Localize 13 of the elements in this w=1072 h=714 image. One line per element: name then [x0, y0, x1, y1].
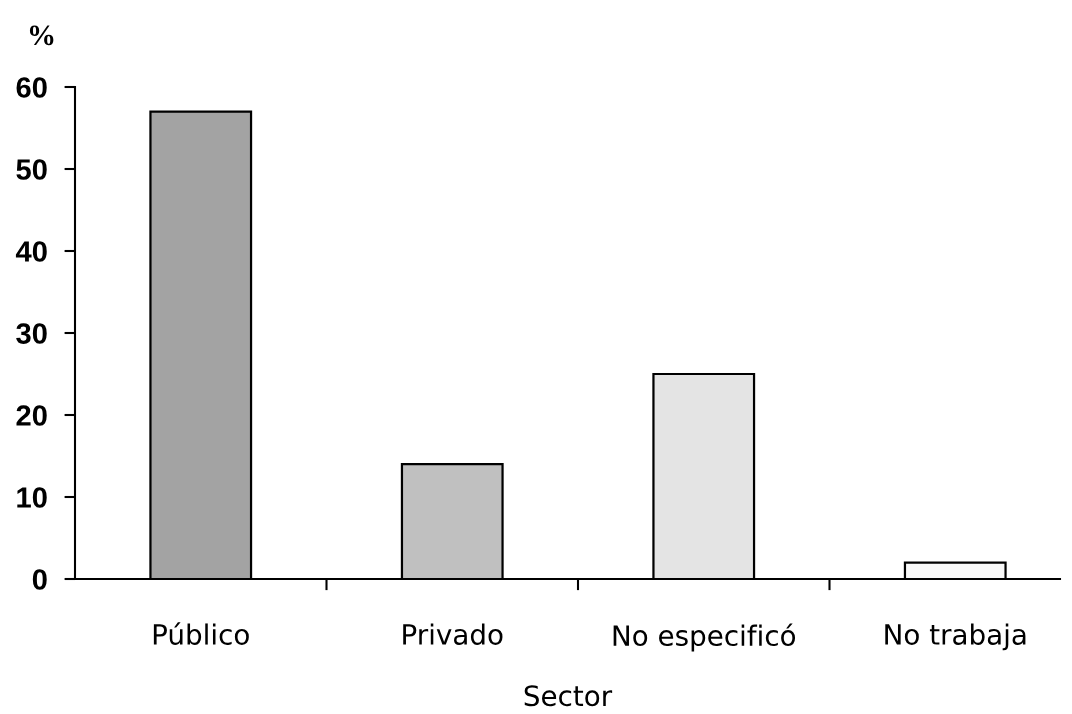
y-tick-label: 10 [17, 487, 47, 508]
x-axis-title: Sector [524, 685, 613, 707]
x-tick-label: Privado [403, 623, 503, 645]
y-tick-label: 40 [15, 241, 47, 262]
x-tick-label: No especificó [613, 623, 796, 652]
y-tick-label: 20 [16, 405, 47, 426]
x-tick-label: No trabaja [885, 623, 1026, 651]
y-axis-title: % [29, 25, 54, 46]
y-tick-label: 30 [16, 323, 47, 344]
y-tick-label: 60 [16, 77, 47, 98]
y-tick-label: 0 [32, 569, 47, 590]
y-tick-label: 50 [16, 159, 47, 180]
x-tick-label: Público [153, 622, 249, 645]
